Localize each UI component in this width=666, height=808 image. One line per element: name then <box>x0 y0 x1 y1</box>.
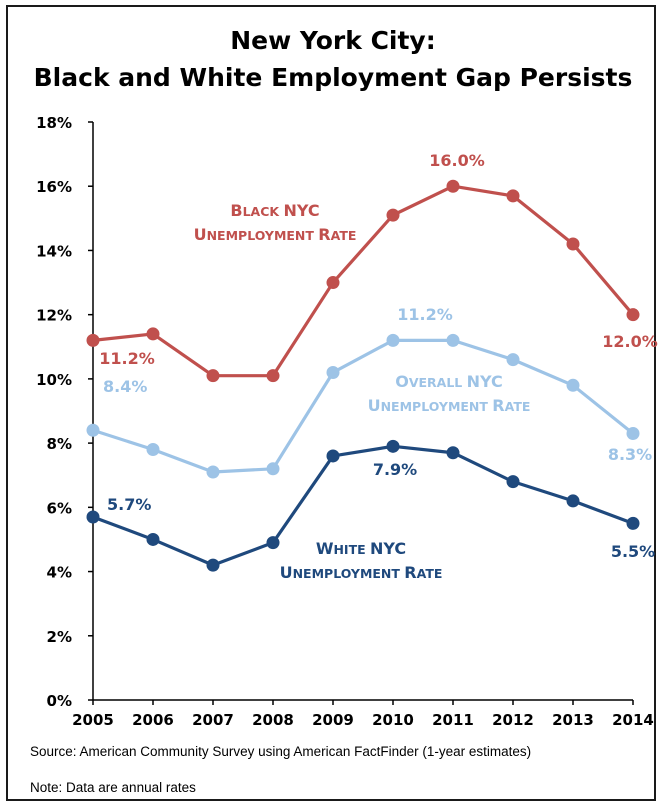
black-data-point <box>146 327 160 341</box>
black-data-point <box>506 189 520 203</box>
x-tick-label: 2006 <box>132 711 174 729</box>
source-note: Source: American Community Survey using … <box>30 744 532 759</box>
y-tick-label: 6% <box>47 499 72 517</box>
y-tick-label: 0% <box>47 692 72 710</box>
black-series-line <box>92 184 635 378</box>
white-data-label: 7.9% <box>373 460 417 479</box>
overall-series-label-line-1: OVERALL NYC <box>395 372 503 391</box>
white-data-point <box>386 439 400 453</box>
white-series-line <box>92 444 634 567</box>
white-data-label: 5.5% <box>611 542 655 561</box>
x-tick-label: 2011 <box>432 711 474 729</box>
x-tick-label: 2009 <box>312 711 354 729</box>
x-tick-label: 2013 <box>552 711 594 729</box>
overall-data-label: 11.2% <box>397 305 453 324</box>
black-series-label-line-1: BLACK NYC <box>230 201 319 220</box>
white-data-point <box>566 494 580 508</box>
white-data-label: 5.7% <box>107 495 151 514</box>
y-tick-label: 10% <box>36 371 72 389</box>
white-data-point <box>326 449 340 463</box>
overall-data-point <box>206 465 220 479</box>
chart-title: New York City: Black and White Employmen… <box>0 22 666 96</box>
black-data-point <box>566 237 580 251</box>
white-series-label-line-2: UNEMPLOYMENT RATE <box>280 563 443 582</box>
white-data-point <box>146 532 160 546</box>
black-data-point <box>386 208 400 222</box>
overall-data-point <box>326 365 340 379</box>
overall-data-point <box>86 423 100 437</box>
overall-data-point <box>446 333 460 347</box>
black-data-point <box>86 333 100 347</box>
chart-title-line-1: New York City: <box>230 26 436 55</box>
y-tick-label: 8% <box>47 435 72 453</box>
chart-frame <box>6 5 656 801</box>
black-data-point <box>626 308 640 322</box>
white-data-point <box>266 536 280 550</box>
overall-data-point <box>506 353 520 367</box>
chart-title-line-2: Black and White Employment Gap Persists <box>33 63 633 92</box>
overall-data-point <box>386 333 400 347</box>
overall-data-label: 8.4% <box>103 377 147 396</box>
x-tick-label: 2005 <box>72 711 114 729</box>
y-tick-label: 12% <box>36 307 72 325</box>
black-data-point <box>446 179 460 193</box>
white-data-point <box>626 516 640 530</box>
white-data-point <box>86 510 100 524</box>
y-tick-label: 2% <box>47 628 72 646</box>
overall-series-label-line-2: UNEMPLOYMENT RATE <box>368 396 531 415</box>
black-data-label: 11.2% <box>99 349 155 368</box>
overall-data-point <box>566 378 580 392</box>
white-data-point <box>206 558 220 572</box>
x-tick-label: 2012 <box>492 711 534 729</box>
black-series-label-line-2: UNEMPLOYMENT RATE <box>194 225 357 244</box>
black-data-label: 12.0% <box>602 332 658 351</box>
black-data-label: 16.0% <box>429 151 485 170</box>
overall-data-label: 8.3% <box>608 445 652 464</box>
overall-data-point <box>626 426 640 440</box>
white-data-point <box>446 446 460 460</box>
overall-data-point <box>146 443 160 457</box>
overall-series-line <box>92 338 635 474</box>
black-data-point <box>266 369 280 383</box>
x-tick-label: 2014 <box>612 711 654 729</box>
y-tick-label: 14% <box>36 242 72 260</box>
x-tick-label: 2007 <box>192 711 234 729</box>
y-tick-label: 18% <box>36 114 72 132</box>
black-data-point <box>206 369 220 383</box>
y-tick-label: 16% <box>36 178 72 196</box>
x-tick-label: 2008 <box>252 711 294 729</box>
white-series-label-line-1: WHITE NYC <box>316 539 406 558</box>
data-note: Note: Data are annual rates <box>30 780 196 795</box>
black-data-point <box>326 276 340 290</box>
white-data-point <box>506 475 520 489</box>
overall-data-point <box>266 462 280 476</box>
y-tick-label: 4% <box>47 564 72 582</box>
x-tick-label: 2010 <box>372 711 414 729</box>
